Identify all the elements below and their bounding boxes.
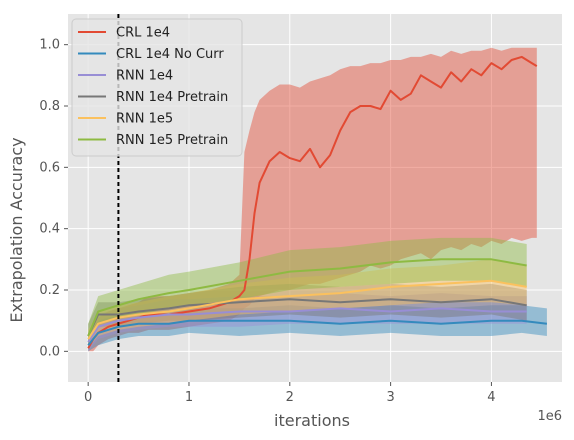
legend: CRL 1e4 CRL 1e4 No Curr RNN 1e4 RNN 1e4 Pre… <box>71 18 243 157</box>
x-offset-label: 1e6 <box>537 409 562 424</box>
legend-label: RNN 1e5 Pretrain <box>116 133 228 148</box>
y-tick-label: 0.8 <box>39 99 60 114</box>
series-line <box>87 319 548 346</box>
legend-label: RNN 1e4 <box>116 69 173 84</box>
legend-label: CRL 1e4 No Curr <box>116 47 224 62</box>
confidence-band <box>88 259 527 349</box>
x-axis-label: iterations <box>274 411 350 430</box>
series-line <box>87 307 527 343</box>
y-tick-label: 1.0 <box>39 38 60 53</box>
series-line <box>87 258 527 337</box>
confidence-band <box>88 283 527 346</box>
y-tick-label: 0.0 <box>39 344 60 359</box>
x-tick-label: 3 <box>386 390 394 405</box>
y-tick-label: 0.6 <box>39 160 60 175</box>
legend-label: RNN 1e4 Pretrain <box>116 90 228 105</box>
legend-label: CRL 1e4 <box>116 26 170 41</box>
grid <box>68 14 562 382</box>
y-tick-label: 0.2 <box>39 283 60 298</box>
confidence-band <box>88 237 527 346</box>
legend-box <box>71 18 243 157</box>
y-tick-label: 0.4 <box>39 222 60 237</box>
legend-label: RNN 1e5 <box>116 112 173 127</box>
series-line <box>87 298 527 337</box>
x-tick-label: 4 <box>487 390 495 405</box>
x-tick-label: 2 <box>286 390 294 405</box>
x-tick-label: 1 <box>185 390 193 405</box>
x-tick-label: 0 <box>84 390 92 405</box>
tick-labels: 0 1 2 3 4 0.0 0.2 0.4 0.6 0.8 1.0 <box>39 38 495 405</box>
y-axis-label: Extrapolation Accuracy <box>7 137 26 322</box>
confidence-band <box>88 47 537 352</box>
series-line <box>87 55 538 349</box>
confidence-band <box>88 305 547 352</box>
